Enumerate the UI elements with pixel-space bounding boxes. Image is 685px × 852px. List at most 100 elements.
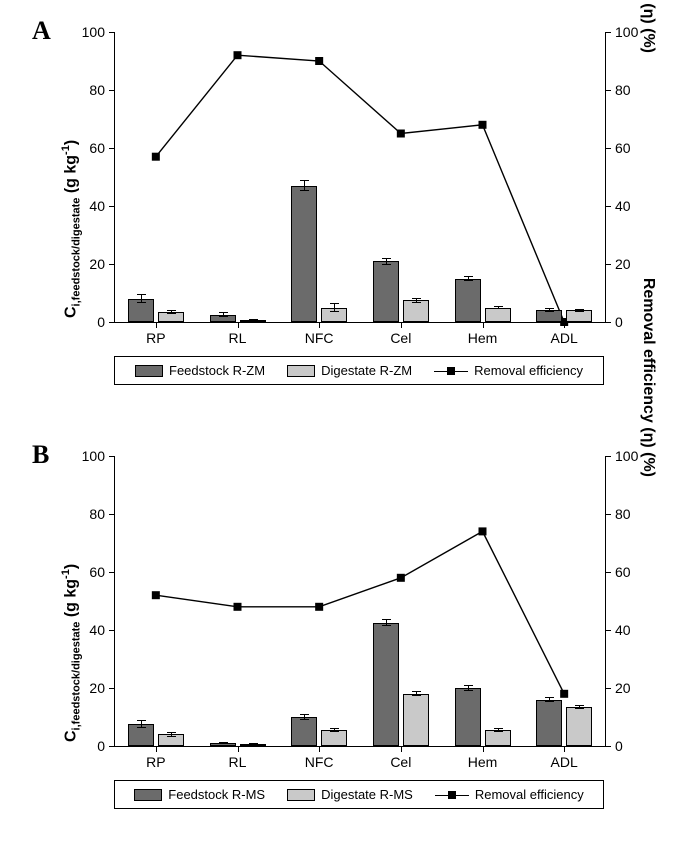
legend-b: Feedstock R-MS Digestate R-MS Removal ef… <box>114 780 604 809</box>
error-bar <box>386 258 387 265</box>
x-tick-label: RP <box>146 754 165 770</box>
legend-swatch-feedstock-icon <box>134 789 162 801</box>
y-tick-label: 20 <box>89 256 105 272</box>
error-bar <box>498 728 499 732</box>
legend-a-line-label: Removal efficiency <box>474 363 583 378</box>
legend-b-line-label: Removal efficiency <box>475 787 584 802</box>
y-tick-label: 40 <box>89 622 105 638</box>
bar-digestate <box>485 730 511 746</box>
error-bar <box>579 705 580 710</box>
legend-a: Feedstock R-ZM Digestate R-ZM Removal ef… <box>114 356 604 385</box>
error-bar <box>141 294 142 303</box>
error-bar <box>549 697 550 702</box>
error-bar <box>386 619 387 626</box>
panel-a-label: A <box>32 16 51 46</box>
bar-feedstock <box>455 688 481 746</box>
y-tick-label: 0 <box>615 738 623 754</box>
legend-a-feedstock: Feedstock R-ZM <box>135 363 265 378</box>
y-tick-label: 100 <box>615 24 638 40</box>
axis-left-title-b: Ci,feedstock/digestate (g kg-1) <box>60 564 83 742</box>
y-tick-label: 40 <box>89 198 105 214</box>
plot-a: 002020404060608080100100RPRLNFCCelHemADL <box>114 32 606 323</box>
bar-feedstock <box>291 186 317 322</box>
y-tick-label: 60 <box>615 140 631 156</box>
x-tick-label: RL <box>229 754 247 770</box>
error-bar <box>498 306 499 309</box>
bar-feedstock <box>373 623 399 746</box>
error-bar <box>253 319 254 321</box>
legend-b-digestate: Digestate R-MS <box>287 787 413 802</box>
y-tick-label: 100 <box>615 448 638 464</box>
legend-a-line: Removal efficiency <box>434 363 583 378</box>
axis-right-title-b: Removal efficiency (η) (%) <box>639 278 657 477</box>
legend-a-digestate-label: Digestate R-ZM <box>321 363 412 378</box>
panel-a: A Ci,feedstock/digestate (g kg-1) Remova… <box>28 8 663 408</box>
y-tick-label: 60 <box>89 564 105 580</box>
axis-left-title-a: Ci,feedstock/digestate (g kg-1) <box>60 140 83 318</box>
bar-feedstock <box>455 279 481 323</box>
y-tick-label: 100 <box>82 24 105 40</box>
x-tick-label: Cel <box>390 754 411 770</box>
error-bar <box>334 728 335 732</box>
removal-line <box>115 456 605 746</box>
error-bar <box>304 714 305 719</box>
bar-digestate <box>566 707 592 746</box>
legend-b-digestate-label: Digestate R-MS <box>321 787 413 802</box>
removal-line <box>115 32 605 322</box>
x-tick-label: RL <box>229 330 247 346</box>
x-tick-label: Hem <box>468 330 498 346</box>
x-tick-label: ADL <box>551 754 578 770</box>
bar-digestate <box>321 730 347 746</box>
y-tick-label: 0 <box>97 314 105 330</box>
error-bar <box>334 303 335 312</box>
y-tick-label: 0 <box>97 738 105 754</box>
y-tick-label: 80 <box>89 82 105 98</box>
y-tick-label: 80 <box>615 506 631 522</box>
y-tick-label: 20 <box>615 680 631 696</box>
bar-digestate <box>403 694 429 746</box>
error-bar <box>468 685 469 691</box>
legend-b-feedstock-label: Feedstock R-MS <box>168 787 265 802</box>
x-tick-label: NFC <box>305 330 334 346</box>
y-tick-label: 40 <box>615 198 631 214</box>
y-tick-label: 80 <box>89 506 105 522</box>
error-bar <box>171 732 172 737</box>
x-tick-label: Hem <box>468 754 498 770</box>
bar-feedstock <box>536 700 562 746</box>
panel-b: B Ci,feedstock/digestate (g kg-1) Remova… <box>28 432 663 832</box>
error-bar <box>549 308 550 312</box>
bar-digestate <box>485 308 511 323</box>
x-tick-label: Cel <box>390 330 411 346</box>
legend-line-icon <box>435 788 469 802</box>
y-tick-label: 20 <box>615 256 631 272</box>
y-tick-label: 60 <box>89 140 105 156</box>
error-bar <box>416 298 417 303</box>
error-bar <box>141 720 142 728</box>
bar-feedstock <box>373 261 399 322</box>
error-bar <box>223 742 224 744</box>
y-tick-label: 0 <box>615 314 623 330</box>
legend-a-digestate: Digestate R-ZM <box>287 363 412 378</box>
legend-b-line: Removal efficiency <box>435 787 584 802</box>
y-tick-label: 80 <box>615 82 631 98</box>
y-tick-label: 60 <box>615 564 631 580</box>
legend-swatch-digestate-icon <box>287 789 315 801</box>
error-bar <box>223 312 224 317</box>
error-bar <box>579 309 580 312</box>
panel-b-label: B <box>32 440 49 470</box>
error-bar <box>416 691 417 696</box>
legend-swatch-digestate-icon <box>287 365 315 377</box>
y-tick-label: 20 <box>89 680 105 696</box>
legend-swatch-feedstock-icon <box>135 365 163 377</box>
legend-line-icon <box>434 364 468 378</box>
error-bar <box>171 310 172 315</box>
error-bar <box>304 180 305 192</box>
legend-a-feedstock-label: Feedstock R-ZM <box>169 363 265 378</box>
x-tick-label: RP <box>146 330 165 346</box>
error-bar <box>253 743 254 745</box>
legend-b-feedstock: Feedstock R-MS <box>134 787 265 802</box>
y-tick-label: 100 <box>82 448 105 464</box>
bar-feedstock <box>291 717 317 746</box>
x-tick-label: NFC <box>305 754 334 770</box>
x-tick-label: ADL <box>551 330 578 346</box>
